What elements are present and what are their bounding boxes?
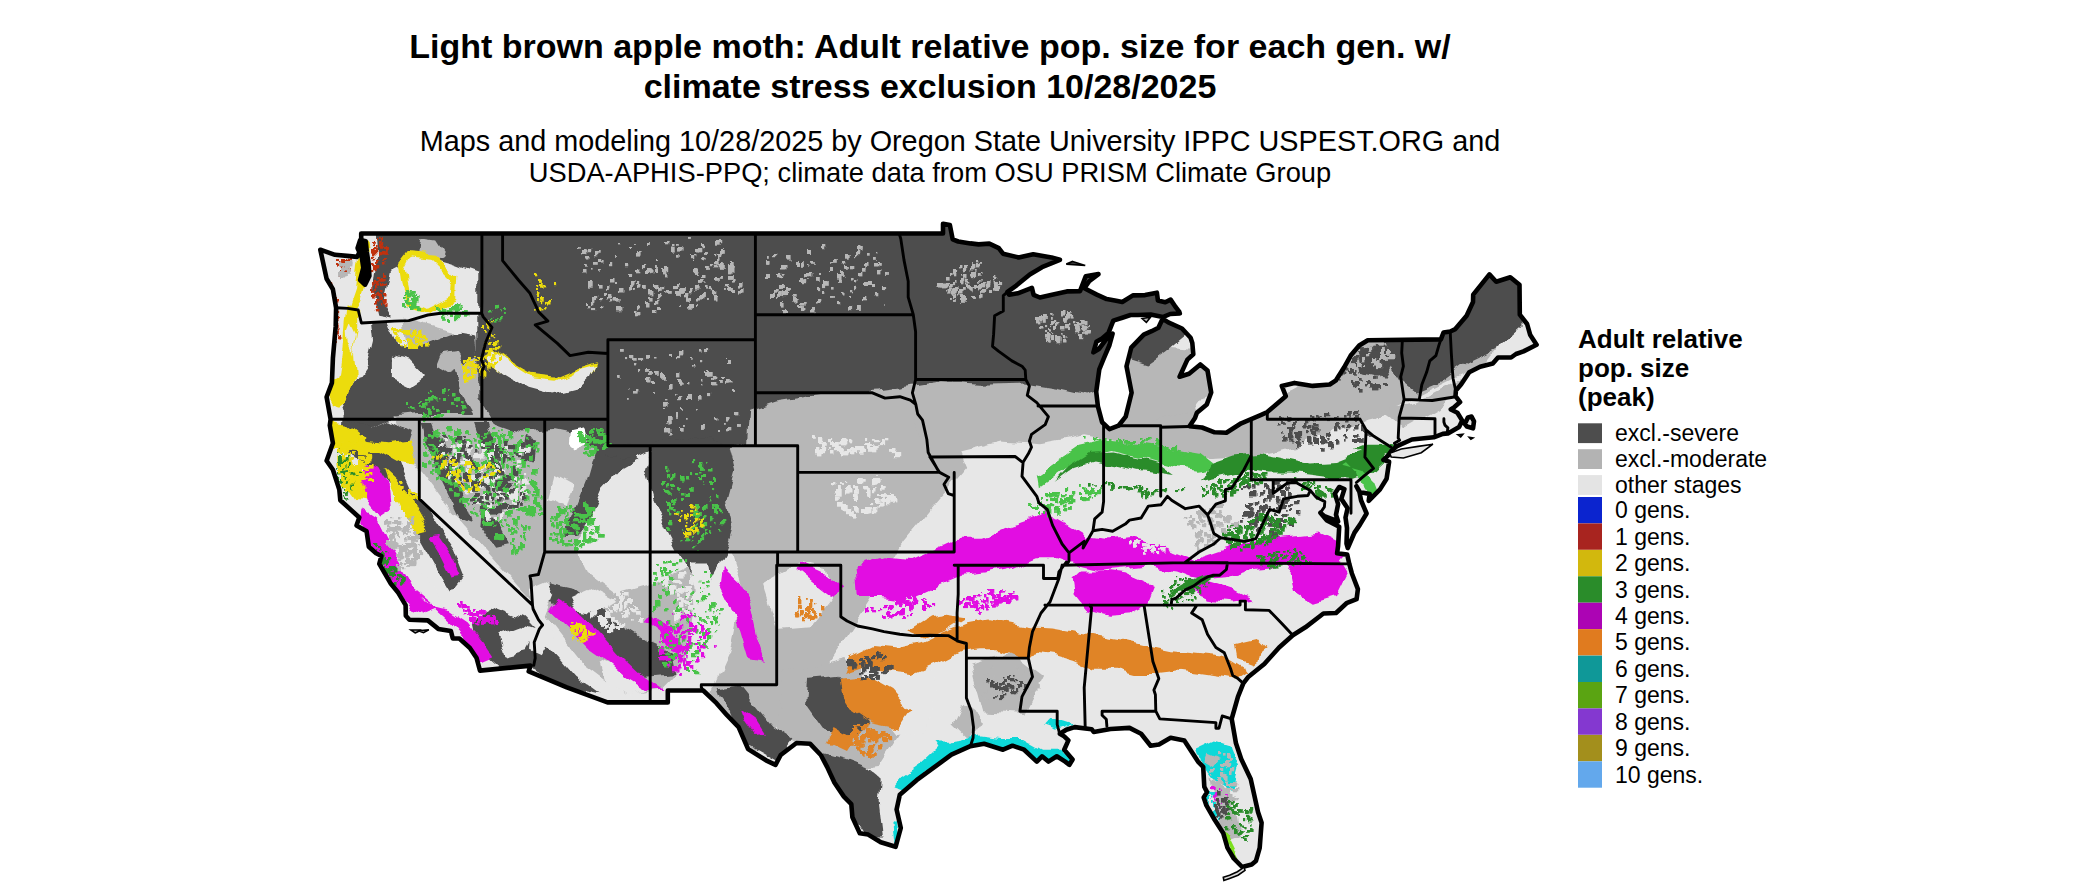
svg-text:7 gens.: 7 gens. [1615,682,1690,708]
svg-text:1 gens.: 1 gens. [1615,524,1690,550]
svg-text:2 gens.: 2 gens. [1615,550,1690,576]
svg-text:excl.-severe: excl.-severe [1615,420,1739,446]
svg-text:(peak): (peak) [1578,382,1655,412]
svg-text:9 gens.: 9 gens. [1615,735,1690,761]
svg-text:3 gens.: 3 gens. [1615,577,1690,603]
svg-text:other stages: other stages [1615,472,1742,498]
svg-text:8 gens.: 8 gens. [1615,709,1690,735]
svg-text:10 gens.: 10 gens. [1615,762,1703,788]
svg-text:excl.-moderate: excl.-moderate [1615,446,1767,472]
svg-text:6 gens.: 6 gens. [1615,656,1690,682]
svg-text:0 gens.: 0 gens. [1615,497,1690,523]
svg-text:Adult relative: Adult relative [1578,324,1743,354]
svg-text:pop. size: pop. size [1578,353,1689,383]
svg-text:4 gens.: 4 gens. [1615,603,1690,629]
svg-text:5 gens.: 5 gens. [1615,629,1690,655]
